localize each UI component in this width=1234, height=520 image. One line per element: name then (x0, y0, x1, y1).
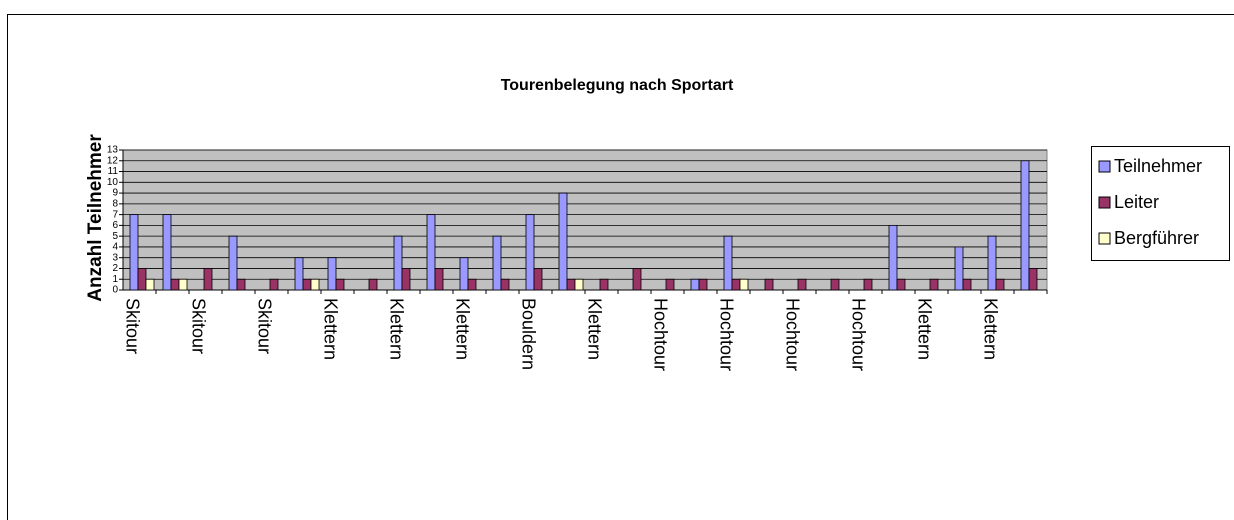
y-tick-label: 1 (112, 274, 118, 285)
x-tick-label: Klettern (980, 298, 1000, 360)
y-tick-label: 7 (112, 209, 118, 220)
bar (467, 278, 477, 291)
bar (863, 278, 873, 291)
y-tick-label: 11 (108, 166, 119, 177)
x-tick-label: Klettern (452, 298, 472, 360)
bar (236, 278, 246, 291)
bar (434, 268, 444, 291)
bar (566, 278, 576, 291)
y-tick-label: 2 (112, 263, 118, 274)
y-tick-label: 3 (112, 252, 118, 263)
legend-swatch (1098, 160, 1111, 173)
bar (797, 278, 807, 291)
bar (632, 268, 642, 291)
bar (1020, 160, 1030, 291)
bar (203, 268, 213, 291)
bar (962, 278, 972, 291)
bar (954, 246, 964, 291)
bar (327, 257, 337, 291)
bar (310, 278, 320, 291)
bar (178, 278, 188, 291)
bar (525, 214, 535, 291)
x-tick-label: Skitour (188, 298, 208, 354)
legend-label: Teilnehmer (1114, 156, 1202, 176)
bar (533, 268, 543, 291)
x-tick-label: Klettern (386, 298, 406, 360)
bar (145, 278, 155, 291)
bar (500, 278, 510, 291)
bar (401, 268, 411, 291)
bar (929, 278, 939, 291)
bar (269, 278, 279, 291)
bar (896, 278, 906, 291)
bar (888, 224, 898, 291)
bar (764, 278, 774, 291)
x-tick-label: Skitour (122, 298, 142, 354)
y-tick-label: 13 (107, 145, 119, 156)
legend-swatch (1098, 196, 1111, 209)
y-tick-label: 12 (107, 155, 119, 166)
x-tick-label: Hochtour (716, 298, 736, 371)
y-tick-label: 10 (107, 177, 119, 188)
chart-title: Tourenbelegung nach Sportart (501, 77, 734, 94)
bar (574, 278, 584, 291)
bar (228, 235, 238, 291)
y-tick-label: 0 (112, 285, 118, 296)
x-tick-label: Klettern (584, 298, 604, 360)
bar (830, 278, 840, 291)
bar (129, 214, 139, 291)
bar (426, 214, 436, 291)
x-tick-label: Hochtour (848, 298, 868, 371)
bar (995, 278, 1005, 291)
bar (1028, 268, 1038, 291)
y-axis-label: Anzahl Teilnehmer (85, 134, 106, 302)
legend-swatch (1098, 232, 1111, 245)
bar (492, 235, 502, 291)
bar (698, 278, 708, 291)
bar (162, 214, 172, 291)
bar (294, 257, 304, 291)
bar (137, 268, 147, 291)
legend-box (1091, 146, 1230, 261)
y-tick-label: 6 (112, 220, 118, 231)
bar (731, 278, 741, 291)
bar (599, 278, 609, 291)
x-tick-label: Klettern (914, 298, 934, 360)
x-tick-label: Hochtour (782, 298, 802, 371)
x-tick-label: Bouldern (518, 298, 538, 370)
bar (690, 278, 700, 291)
legend-label: Leiter (1114, 192, 1159, 212)
y-tick-label: 5 (112, 231, 118, 242)
bar (665, 278, 675, 291)
bar (393, 235, 403, 291)
bar (987, 235, 997, 291)
bar (335, 278, 345, 291)
bar (739, 278, 749, 291)
plot-area (122, 149, 1048, 291)
x-tick-label: Hochtour (650, 298, 670, 371)
x-tick-label: Skitour (254, 298, 274, 354)
bar (723, 235, 733, 291)
x-tick-label: Klettern (320, 298, 340, 360)
legend-label: Bergführer (1114, 228, 1199, 248)
bar (368, 278, 378, 291)
bar (459, 257, 469, 291)
y-tick-label: 8 (112, 198, 118, 209)
bar (170, 278, 180, 291)
y-tick-label: 4 (112, 242, 118, 253)
y-tick-label: 9 (112, 188, 118, 199)
bar (558, 192, 568, 291)
bar (302, 278, 312, 291)
